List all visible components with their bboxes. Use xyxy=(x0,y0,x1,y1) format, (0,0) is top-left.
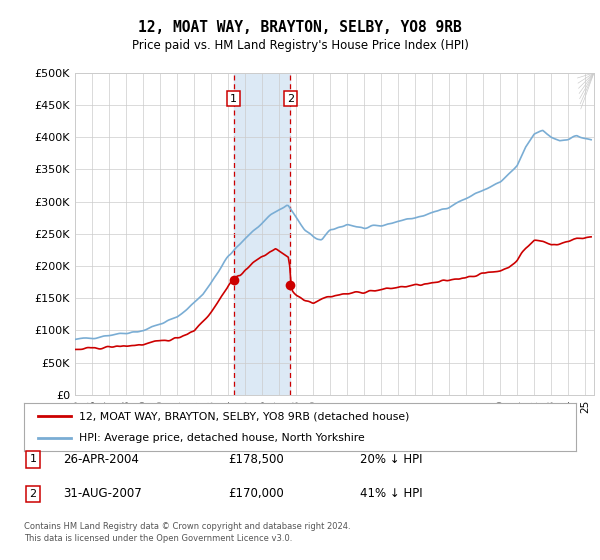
Text: 2: 2 xyxy=(29,489,37,499)
Text: Contains HM Land Registry data © Crown copyright and database right 2024.: Contains HM Land Registry data © Crown c… xyxy=(24,522,350,531)
Text: 12, MOAT WAY, BRAYTON, SELBY, YO8 9RB: 12, MOAT WAY, BRAYTON, SELBY, YO8 9RB xyxy=(138,20,462,35)
Text: £170,000: £170,000 xyxy=(228,487,284,501)
Text: 1: 1 xyxy=(230,94,237,104)
Text: 1: 1 xyxy=(29,454,37,464)
Text: This data is licensed under the Open Government Licence v3.0.: This data is licensed under the Open Gov… xyxy=(24,534,292,543)
Text: 31-AUG-2007: 31-AUG-2007 xyxy=(63,487,142,501)
Text: 2: 2 xyxy=(287,94,294,104)
Text: Price paid vs. HM Land Registry's House Price Index (HPI): Price paid vs. HM Land Registry's House … xyxy=(131,39,469,52)
Text: 26-APR-2004: 26-APR-2004 xyxy=(63,452,139,466)
Text: £178,500: £178,500 xyxy=(228,452,284,466)
Text: 41% ↓ HPI: 41% ↓ HPI xyxy=(360,487,422,501)
Text: 20% ↓ HPI: 20% ↓ HPI xyxy=(360,452,422,466)
Text: HPI: Average price, detached house, North Yorkshire: HPI: Average price, detached house, Nort… xyxy=(79,433,365,443)
Text: 12, MOAT WAY, BRAYTON, SELBY, YO8 9RB (detached house): 12, MOAT WAY, BRAYTON, SELBY, YO8 9RB (d… xyxy=(79,411,410,421)
Bar xyxy=(233,73,290,395)
